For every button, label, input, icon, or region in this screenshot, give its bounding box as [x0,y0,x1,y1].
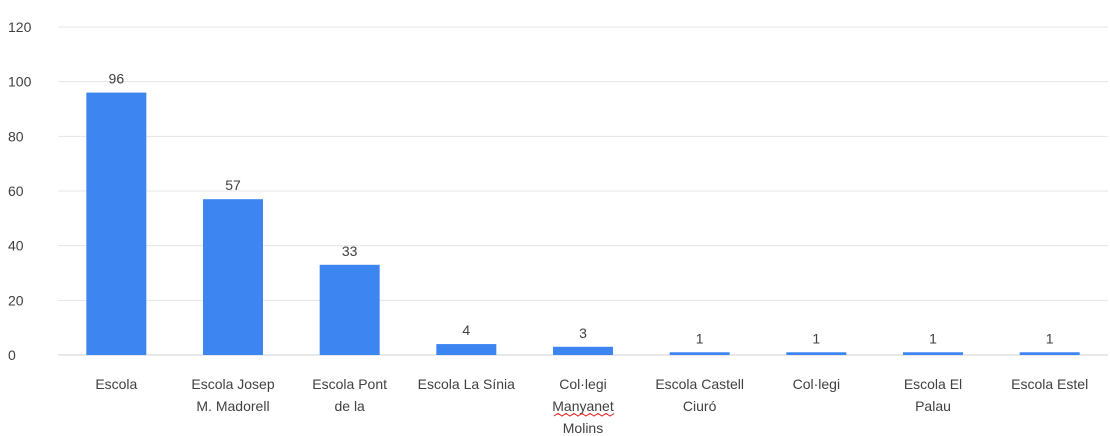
data-label: 1 [929,330,937,346]
x-tick-label: Escola La Sínia [418,376,515,392]
y-tick-label: 60 [8,183,24,199]
x-tick-label: Escola Pont de la [312,376,387,414]
x-axis: Escola Escola Josep M. Madorell Escola Pont… [95,376,1088,436]
x-tick-label: Escola Estel [1011,376,1088,392]
spellcheck-underline [553,412,615,417]
bar [86,92,147,355]
bar [1019,352,1080,355]
y-axis: 0 20 40 60 80 100 120 [8,19,32,363]
data-label: 33 [342,243,358,259]
y-tick-label: 20 [8,292,24,308]
x-tick-label: Col·legi Manyanet Molins [552,376,614,436]
x-tick-label: Escola Josep M. Madorell [191,376,274,414]
data-label: 96 [109,71,125,87]
x-tick-label: Escola Castell Ciuró [655,376,744,414]
x-tick-label: Col·legi [793,376,840,392]
y-tick-label: 0 [8,347,16,363]
data-label: 3 [579,325,587,341]
data-label: 1 [1046,330,1054,346]
bar [553,346,613,355]
data-label: 4 [462,322,470,338]
bar [436,344,497,355]
bars [86,92,1080,355]
x-tick-label: Escola [95,376,137,392]
data-label: 1 [812,330,820,346]
y-tick-label: 40 [8,238,24,254]
y-tick-label: 120 [8,19,32,35]
data-label: 1 [696,330,704,346]
bar [669,352,730,355]
data-label: 57 [225,177,241,193]
bar [903,352,963,355]
bar [786,352,847,355]
y-tick-label: 100 [8,74,32,90]
bar [319,264,380,355]
data-labels: 96 57 33 4 3 1 1 1 1 [109,71,1054,347]
bar [203,199,263,355]
y-tick-label: 80 [8,128,24,144]
x-tick-label: Escola El Palau [904,376,962,414]
